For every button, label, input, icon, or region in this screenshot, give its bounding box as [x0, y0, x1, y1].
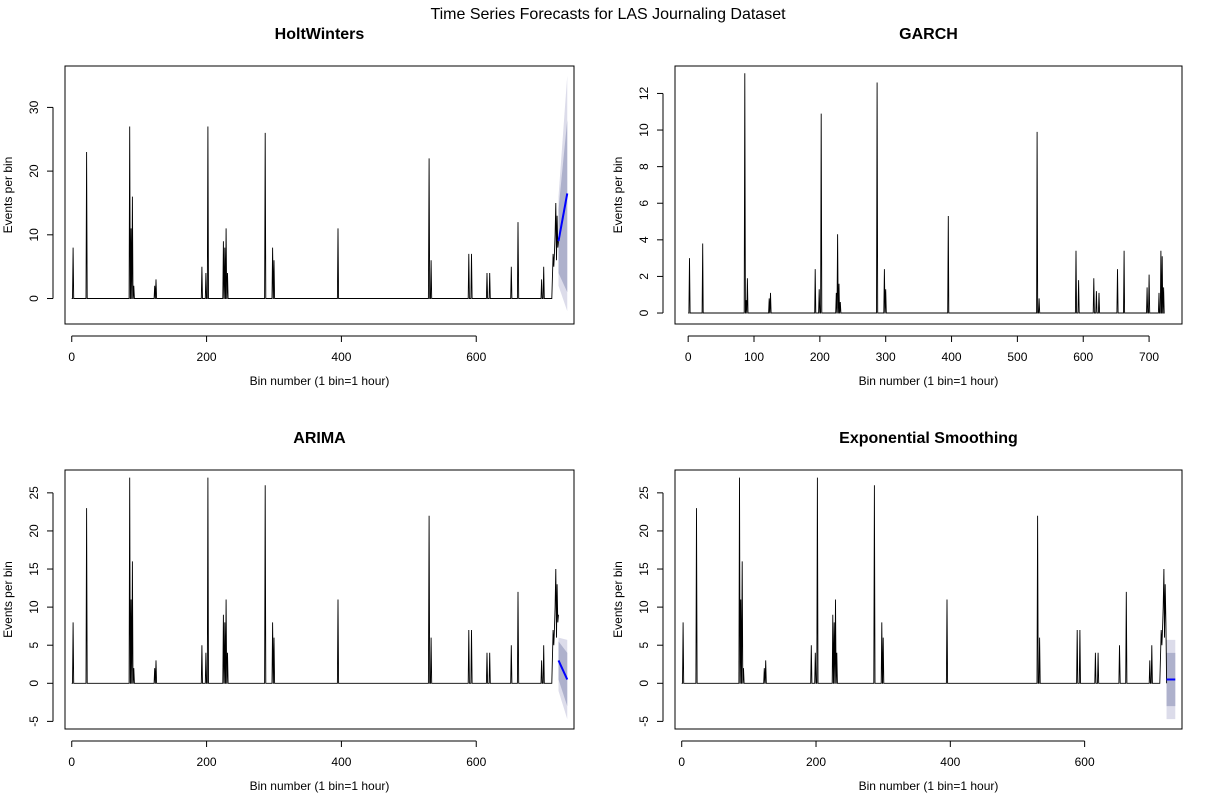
- x-tick-label: 0: [685, 350, 692, 364]
- panel-title: ARIMA: [293, 430, 346, 447]
- y-tick-label: 10: [27, 228, 41, 242]
- series-line: [71, 477, 559, 684]
- x-axis-label: Bin number (1 bin=1 hour): [859, 779, 999, 793]
- y-tick-label: -5: [637, 716, 651, 727]
- forecast-mean-line: [557, 660, 569, 680]
- panel-title: HoltWinters: [275, 26, 365, 43]
- x-tick-label: 400: [331, 755, 351, 769]
- y-tick-label: 4: [637, 236, 651, 243]
- y-tick-label: 0: [637, 309, 651, 316]
- y-tick-label: 5: [27, 642, 41, 649]
- chart-panel-2: GARCH Bin number (1 bin=1 hour) Events per…: [611, 26, 1183, 388]
- y-axis-label: Events per bin: [1, 561, 15, 638]
- x-axis-label: Bin number (1 bin=1 hour): [250, 779, 390, 793]
- x-tick-label: 400: [942, 350, 962, 364]
- y-axis-label: Events per bin: [611, 561, 625, 638]
- chart-panel-3: ARIMA Bin number (1 bin=1 hour) Events per…: [1, 430, 575, 793]
- x-tick-label: 400: [940, 755, 960, 769]
- y-tick-label: 15: [27, 562, 41, 576]
- y-axis-label: Events per bin: [1, 157, 15, 234]
- x-tick-label: 600: [466, 350, 486, 364]
- y-tick-label: 8: [637, 163, 651, 170]
- y-tick-label: 10: [27, 600, 41, 614]
- chart-panel-4: Exponential Smoothing Bin number (1 bin=1…: [611, 430, 1183, 793]
- figure-title: Time Series Forecasts for LAS Journaling…: [430, 6, 786, 23]
- chart-panel-1: HoltWinters Bin number (1 bin=1 hour) Even…: [1, 26, 575, 388]
- y-tick-label: 12: [637, 86, 651, 100]
- plot-frame: [674, 65, 1183, 325]
- plot-frame: [64, 469, 575, 730]
- y-tick-label: 15: [637, 562, 651, 576]
- y-tick-label: 20: [637, 524, 651, 538]
- y-tick-label: 0: [27, 295, 41, 302]
- x-tick-label: 200: [810, 350, 830, 364]
- x-tick-label: 600: [1075, 755, 1095, 769]
- x-tick-label: 200: [197, 755, 217, 769]
- x-tick-label: 200: [197, 350, 217, 364]
- series-line: [688, 73, 1165, 314]
- x-tick-label: 0: [678, 755, 685, 769]
- forecast-band-inner: [558, 641, 568, 707]
- y-tick-label: 30: [27, 100, 41, 114]
- y-tick-label: 0: [637, 680, 651, 687]
- y-tick-label: 5: [637, 642, 651, 649]
- x-tick-label: 100: [744, 350, 764, 364]
- y-tick-label: 10: [637, 123, 651, 137]
- x-axis-label: Bin number (1 bin=1 hour): [859, 374, 999, 388]
- y-tick-label: 20: [27, 524, 41, 538]
- series-line: [71, 126, 559, 299]
- x-tick-label: 300: [876, 350, 896, 364]
- plot-frame: [64, 65, 575, 325]
- x-tick-label: 600: [1073, 350, 1093, 364]
- y-tick-label: 20: [27, 164, 41, 178]
- x-tick-label: 600: [466, 755, 486, 769]
- x-tick-label: 200: [806, 755, 826, 769]
- y-tick-label: 10: [637, 600, 651, 614]
- y-tick-label: -5: [27, 716, 41, 727]
- y-tick-label: 25: [637, 486, 651, 500]
- x-tick-label: 0: [68, 755, 75, 769]
- x-tick-label: 500: [1007, 350, 1027, 364]
- plot-frame: [674, 469, 1183, 730]
- y-tick-label: 0: [27, 680, 41, 687]
- x-tick-label: 700: [1139, 350, 1159, 364]
- y-axis-label: Events per bin: [611, 157, 625, 234]
- x-tick-label: 0: [68, 350, 75, 364]
- panel-title: Exponential Smoothing: [839, 430, 1018, 447]
- panel-title: GARCH: [899, 26, 958, 43]
- y-tick-label: 2: [637, 273, 651, 280]
- y-tick-label: 6: [637, 200, 651, 207]
- forecast-band-inner: [558, 120, 568, 293]
- forecast-mean-line: [557, 193, 569, 242]
- y-tick-label: 25: [27, 486, 41, 500]
- x-axis-label: Bin number (1 bin=1 hour): [250, 374, 390, 388]
- x-tick-label: 400: [331, 350, 351, 364]
- series-line: [681, 477, 1168, 684]
